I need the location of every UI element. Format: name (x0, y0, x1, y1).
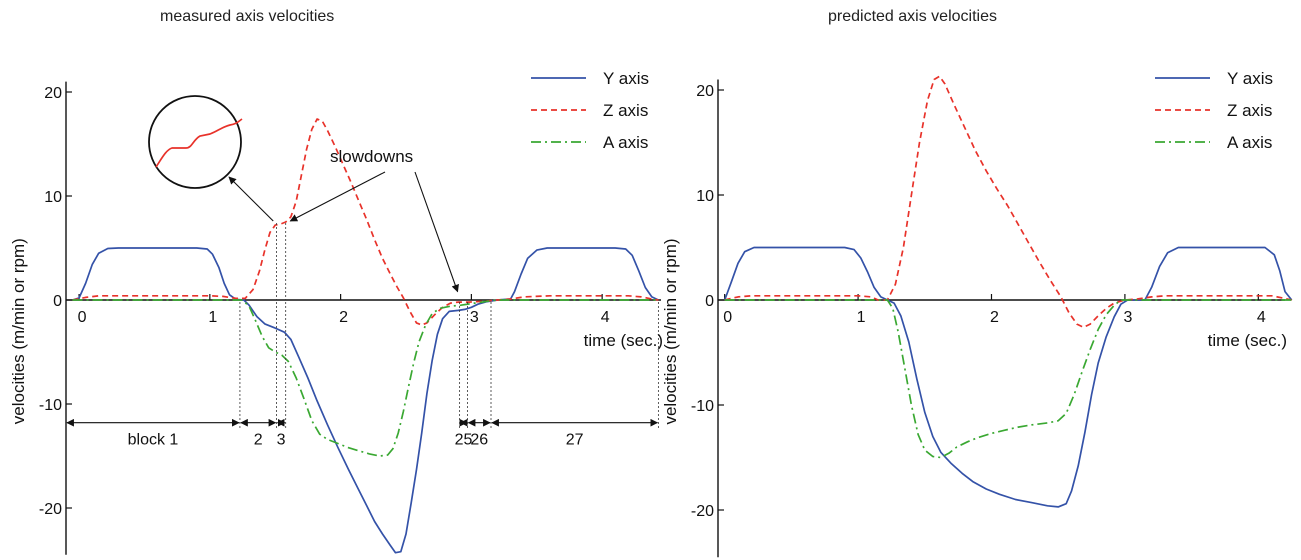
zoom-curve (155, 118, 243, 168)
x-tick-label: 3 (470, 309, 479, 326)
series-line (72, 299, 659, 457)
y-tick-label: 20 (44, 85, 62, 102)
y-tick-label: -10 (39, 397, 62, 414)
y-tick-label: -20 (39, 501, 62, 518)
x-tick-label: 1 (208, 309, 217, 326)
annotation-arrow (414, 171, 459, 293)
series-line (72, 118, 659, 326)
x-tick-label: 4 (601, 309, 610, 326)
x-tick-label: 0 (723, 309, 732, 326)
legend-label: Z axis (603, 101, 648, 120)
zoom-inset (148, 95, 242, 189)
y-tick-label: 0 (705, 293, 714, 310)
block-label: block 1 (128, 432, 179, 449)
block-label: 27 (566, 432, 584, 449)
x-tick-label: 1 (857, 309, 866, 326)
x-tick-label: 3 (1123, 309, 1132, 326)
series-line (723, 246, 1293, 508)
y-tick-label: 10 (696, 188, 714, 205)
y-tick-label: 10 (44, 189, 62, 206)
x-axis-label: time (sec.) (584, 331, 663, 350)
zoom-arrow (228, 176, 274, 222)
chart-title: measured axis velocities (160, 8, 335, 25)
legend-label: Z axis (1227, 101, 1272, 120)
x-tick-label: 4 (1257, 309, 1266, 326)
legend-label: A axis (1227, 133, 1272, 152)
legend-label: Y axis (1227, 69, 1273, 88)
series-line (724, 75, 1292, 329)
series-line (724, 299, 1292, 459)
block-label: 2 (254, 432, 263, 449)
x-tick-label: 2 (990, 309, 999, 326)
y-tick-label: 20 (696, 83, 714, 100)
series-line (72, 247, 659, 554)
y-axis-label: velocities (m/min or rpm) (661, 238, 680, 424)
y-tick-label: 0 (53, 293, 62, 310)
block-label: 26 (470, 432, 488, 449)
x-tick-label: 0 (78, 309, 87, 326)
chart-title: predicted axis velocities (828, 8, 997, 25)
y-tick-label: -10 (691, 398, 714, 415)
y-tick-label: -20 (691, 503, 714, 520)
x-axis-label: time (sec.) (1208, 331, 1287, 350)
x-tick-label: 2 (339, 309, 348, 326)
legend-label: Y axis (603, 69, 649, 88)
legend-label: A axis (603, 133, 648, 152)
block-label: 25 (455, 432, 473, 449)
y-axis-label: velocities (m/min or rpm) (9, 238, 28, 424)
annotation-arrow (289, 171, 386, 222)
annotation-label: slowdowns (330, 147, 413, 166)
block-label: 3 (277, 432, 286, 449)
